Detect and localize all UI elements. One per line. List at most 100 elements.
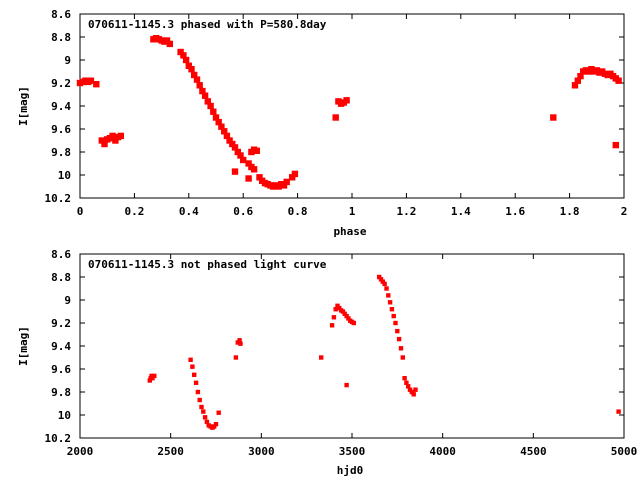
unphased-data-point bbox=[342, 311, 347, 316]
phased-data-point bbox=[204, 98, 211, 105]
phased-data-point bbox=[163, 37, 171, 44]
phased-x-tick-label: 0.6 bbox=[233, 205, 253, 218]
phased-data-point bbox=[98, 137, 105, 144]
phased-data-point bbox=[343, 97, 350, 104]
phased-data-point bbox=[283, 178, 290, 186]
unphased-data-point bbox=[188, 357, 193, 362]
phased-data-point bbox=[117, 132, 124, 140]
unphased-data-point bbox=[152, 373, 157, 379]
phased-x-tick-label: 1.6 bbox=[505, 205, 525, 218]
unphased-data-point bbox=[346, 316, 351, 321]
phased-data-point bbox=[223, 132, 231, 140]
phased-y-tick-label: 8.8 bbox=[51, 31, 71, 44]
unphased-data-point bbox=[407, 387, 413, 392]
unphased-data-point bbox=[384, 286, 389, 291]
unphased-x-tick-label: 3000 bbox=[248, 445, 275, 458]
phased-data-point bbox=[191, 71, 198, 79]
phased-data-point bbox=[218, 123, 225, 130]
phased-data-point bbox=[166, 40, 173, 48]
phased-data-point bbox=[199, 87, 206, 95]
unphased-x-tick-label: 4000 bbox=[429, 445, 456, 458]
unphased-y-axis-label: I[mag] bbox=[17, 326, 30, 366]
unphased-y-tick-label: 9.4 bbox=[51, 340, 71, 353]
phased-data-point bbox=[207, 102, 214, 110]
unphased-data-point bbox=[212, 424, 217, 429]
unphased-data-point bbox=[377, 274, 382, 280]
phased-y-tick-label: 9.8 bbox=[51, 146, 71, 159]
unphased-x-tick-label: 2000 bbox=[67, 445, 94, 458]
unphased-data-points bbox=[147, 274, 621, 430]
unphased-x-tick-label: 4500 bbox=[520, 445, 547, 458]
phased-y-tick-label: 9.2 bbox=[51, 77, 71, 90]
unphased-data-point bbox=[404, 380, 409, 385]
unphased-axis-ticks: 2000 2500 3000 3500 4000 4500 5000 8.6 8.8 9 9.2 9.… bbox=[45, 248, 638, 458]
phased-data-point bbox=[212, 114, 220, 121]
unphased-data-point bbox=[387, 300, 393, 305]
unphased-y-tick-label: 10 bbox=[58, 409, 71, 422]
phased-data-point bbox=[250, 166, 258, 173]
phased-data-point bbox=[245, 160, 252, 167]
unphased-chart-title: 070611-1145.3 not phased light curve bbox=[88, 258, 327, 271]
unphased-data-point bbox=[197, 397, 202, 403]
phased-data-point bbox=[87, 77, 95, 84]
phased-y-tick-label: 10 bbox=[58, 169, 71, 182]
unphased-x-tick-label: 3500 bbox=[339, 445, 366, 458]
unphased-data-point bbox=[395, 328, 400, 334]
phased-data-point bbox=[221, 128, 228, 135]
phased-data-point bbox=[109, 132, 116, 140]
unphased-data-point bbox=[389, 307, 395, 312]
phased-data-point bbox=[112, 137, 119, 144]
phased-data-point bbox=[550, 114, 557, 121]
unphased-data-point bbox=[386, 293, 391, 298]
phased-data-point bbox=[93, 81, 100, 88]
unphased-data-point bbox=[333, 307, 338, 312]
unphased-x-tick-label: 2500 bbox=[157, 445, 184, 458]
unphased-data-point bbox=[616, 409, 621, 414]
unphased-data-point bbox=[335, 303, 340, 308]
phased-data-point bbox=[180, 52, 187, 59]
unphased-y-tick-label: 9.2 bbox=[51, 317, 71, 330]
phased-data-point bbox=[185, 62, 192, 69]
unphased-data-point bbox=[398, 346, 404, 351]
phased-data-point bbox=[215, 118, 222, 126]
phased-data-point bbox=[291, 170, 299, 178]
phased-data-point bbox=[237, 152, 244, 159]
phased-data-point bbox=[280, 182, 288, 189]
unphased-data-point bbox=[396, 336, 402, 342]
unphased-data-point bbox=[344, 313, 349, 319]
unphased-y-tick-label: 10.2 bbox=[45, 432, 72, 445]
unphased-data-point bbox=[190, 364, 195, 369]
unphased-plot-frame bbox=[79, 253, 625, 439]
phased-x-tick-label: 2 bbox=[621, 205, 628, 218]
unphased-data-point bbox=[216, 410, 221, 415]
phased-x-axis-label: phase bbox=[333, 225, 366, 238]
unphased-data-point bbox=[378, 277, 384, 282]
phased-data-point bbox=[177, 48, 184, 56]
unphased-data-point bbox=[344, 382, 349, 388]
unphased-data-point bbox=[193, 380, 199, 385]
unphased-data-point bbox=[406, 384, 411, 389]
phased-data-point bbox=[201, 92, 209, 99]
unphased-data-point bbox=[202, 415, 208, 420]
phased-data-point bbox=[229, 140, 236, 148]
phased-data-point bbox=[226, 137, 233, 144]
phased-axis-ticks: 0 0.2 0.4 0.6 0.8 1 1.2 1.4 1.6 1.8 2 8.6 8.8 9 9.2 9.4… bbox=[45, 8, 628, 218]
phased-data-point bbox=[577, 72, 584, 80]
unphased-data-point bbox=[400, 355, 405, 360]
phased-data-point bbox=[253, 147, 260, 154]
phased-data-point bbox=[612, 141, 619, 149]
unphased-y-tick-label: 8.6 bbox=[51, 248, 71, 261]
phased-x-tick-label: 0.8 bbox=[288, 205, 308, 218]
phased-data-point bbox=[210, 108, 217, 115]
unphased-data-point bbox=[409, 389, 414, 395]
phased-data-point bbox=[196, 82, 203, 89]
phased-x-tick-label: 0 bbox=[77, 205, 84, 218]
phased-data-point bbox=[182, 56, 190, 64]
phased-x-tick-label: 0.4 bbox=[179, 205, 199, 218]
unphased-y-tick-label: 9 bbox=[64, 294, 71, 307]
unphased-data-point bbox=[238, 341, 243, 346]
phased-data-points bbox=[76, 35, 622, 190]
unphased-data-point bbox=[329, 323, 335, 328]
phased-data-point bbox=[571, 82, 579, 89]
